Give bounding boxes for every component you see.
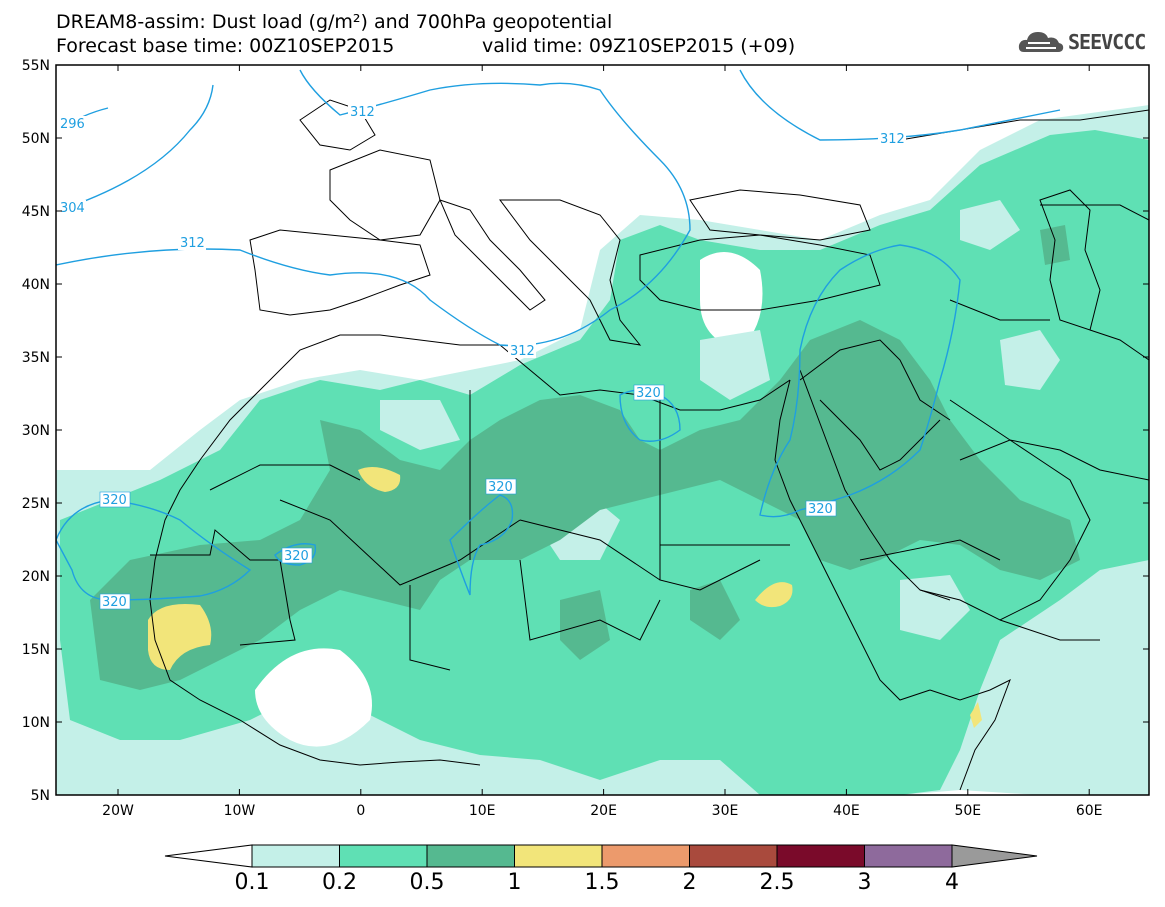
colorbar-tick-label: 3 (857, 870, 872, 895)
colorbar-segment (776, 844, 865, 868)
lon-tick-label: 30E (712, 803, 739, 819)
lon-tick-label: 10E (469, 803, 496, 819)
svg-text:312: 312 (180, 236, 205, 251)
lon-tick-label: 20E (590, 803, 617, 819)
lat-tick-label: 40N (22, 277, 50, 293)
lon-tick-label: 10W (224, 803, 256, 819)
svg-text:304: 304 (60, 201, 85, 216)
contour-label-304: 304 (58, 200, 86, 216)
lon-tick-label: 40E (833, 803, 860, 819)
lon-tick-label: 60E (1076, 803, 1103, 819)
colorbar-segment (251, 844, 340, 868)
lat-tick-label: 25N (22, 496, 50, 512)
svg-text:312: 312 (510, 344, 535, 359)
svg-text:320: 320 (808, 502, 833, 517)
dust-shading (56, 105, 1149, 795)
latitude-axis: 55N 50N 45N 40N 35N 30N 25N 20N 15N 10N 5N (22, 58, 1149, 804)
colorbar-segment (426, 844, 515, 868)
lat-tick-label: 30N (22, 423, 50, 439)
lon-tick-label: 50E (954, 803, 981, 819)
colorbar-low-arrow (164, 844, 253, 868)
cloud-logo-icon (1018, 32, 1064, 52)
contour-label-320-f: 320 (805, 500, 837, 517)
colorbar-segment (601, 844, 690, 868)
map-title: DREAM8-assim: Dust load (g/m²) and 700hP… (56, 11, 613, 33)
colorbar-tick-label: 2 (682, 870, 697, 895)
contour-label-320-a: 320 (99, 491, 131, 508)
contour-label-320-d: 320 (485, 478, 517, 495)
contour-label-320-e: 320 (633, 384, 665, 401)
lat-tick-label: 55N (22, 58, 50, 74)
svg-text:312: 312 (880, 132, 905, 147)
lat-tick-label: 50N (22, 131, 50, 147)
lat-tick-label: 10N (22, 715, 50, 731)
lon-tick-label: 20W (102, 803, 134, 819)
logo-text: SEEVCCC (1068, 30, 1146, 54)
colorbar-high-arrow (951, 844, 1038, 868)
longitude-axis: 20W 10W 0 10E 20E 30E 40E 50E 60E (102, 65, 1103, 819)
colorbar-segment (864, 844, 953, 868)
colorbar-tick-label: 1 (507, 870, 522, 895)
colorbar-segment (339, 844, 428, 868)
svg-text:320: 320 (636, 386, 661, 401)
lat-tick-label: 5N (31, 788, 50, 804)
svg-text:320: 320 (102, 493, 127, 508)
lat-tick-label: 35N (22, 350, 50, 366)
colorbar-segment (514, 844, 603, 868)
forecast-base-time: Forecast base time: 00Z10SEP2015 (56, 35, 395, 57)
colorbar (164, 844, 1038, 868)
colorbar-segment (689, 844, 778, 868)
contour-label-320-c: 320 (281, 547, 313, 564)
colorbar-tick-label: 0.1 (234, 870, 270, 895)
contour-label-320-b: 320 (99, 593, 131, 610)
colorbar-tick-label: 1.5 (584, 870, 620, 895)
contour-label-312-c: 312 (508, 343, 536, 359)
svg-text:320: 320 (102, 595, 127, 610)
valid-time: valid time: 09Z10SEP2015 (+09) (482, 35, 796, 57)
contour-labels: 296 304 312 312 312 312 320 320 320 320 … (58, 104, 906, 610)
colorbar-tick-label: 0.5 (409, 870, 445, 895)
svg-text:312: 312 (350, 105, 375, 120)
lat-tick-label: 45N (22, 204, 50, 220)
colorbar-tick-label: 0.2 (322, 870, 357, 895)
contour-label-312-a: 312 (178, 235, 206, 251)
contour-label-312-d: 312 (878, 131, 906, 147)
svg-text:320: 320 (284, 549, 309, 564)
seevccc-logo: SEEVCCC (1018, 28, 1158, 56)
lon-tick-label: 0 (356, 803, 365, 819)
contour-label-312-b: 312 (348, 104, 376, 120)
colorbar-tick-label: 4 (945, 870, 959, 895)
svg-text:296: 296 (60, 117, 85, 132)
contour-label-296: 296 (58, 116, 86, 132)
lat-tick-label: 15N (22, 642, 50, 658)
lat-tick-label: 20N (22, 569, 50, 585)
colorbar-tick-label: 2.5 (759, 870, 795, 895)
svg-text:320: 320 (488, 480, 513, 495)
